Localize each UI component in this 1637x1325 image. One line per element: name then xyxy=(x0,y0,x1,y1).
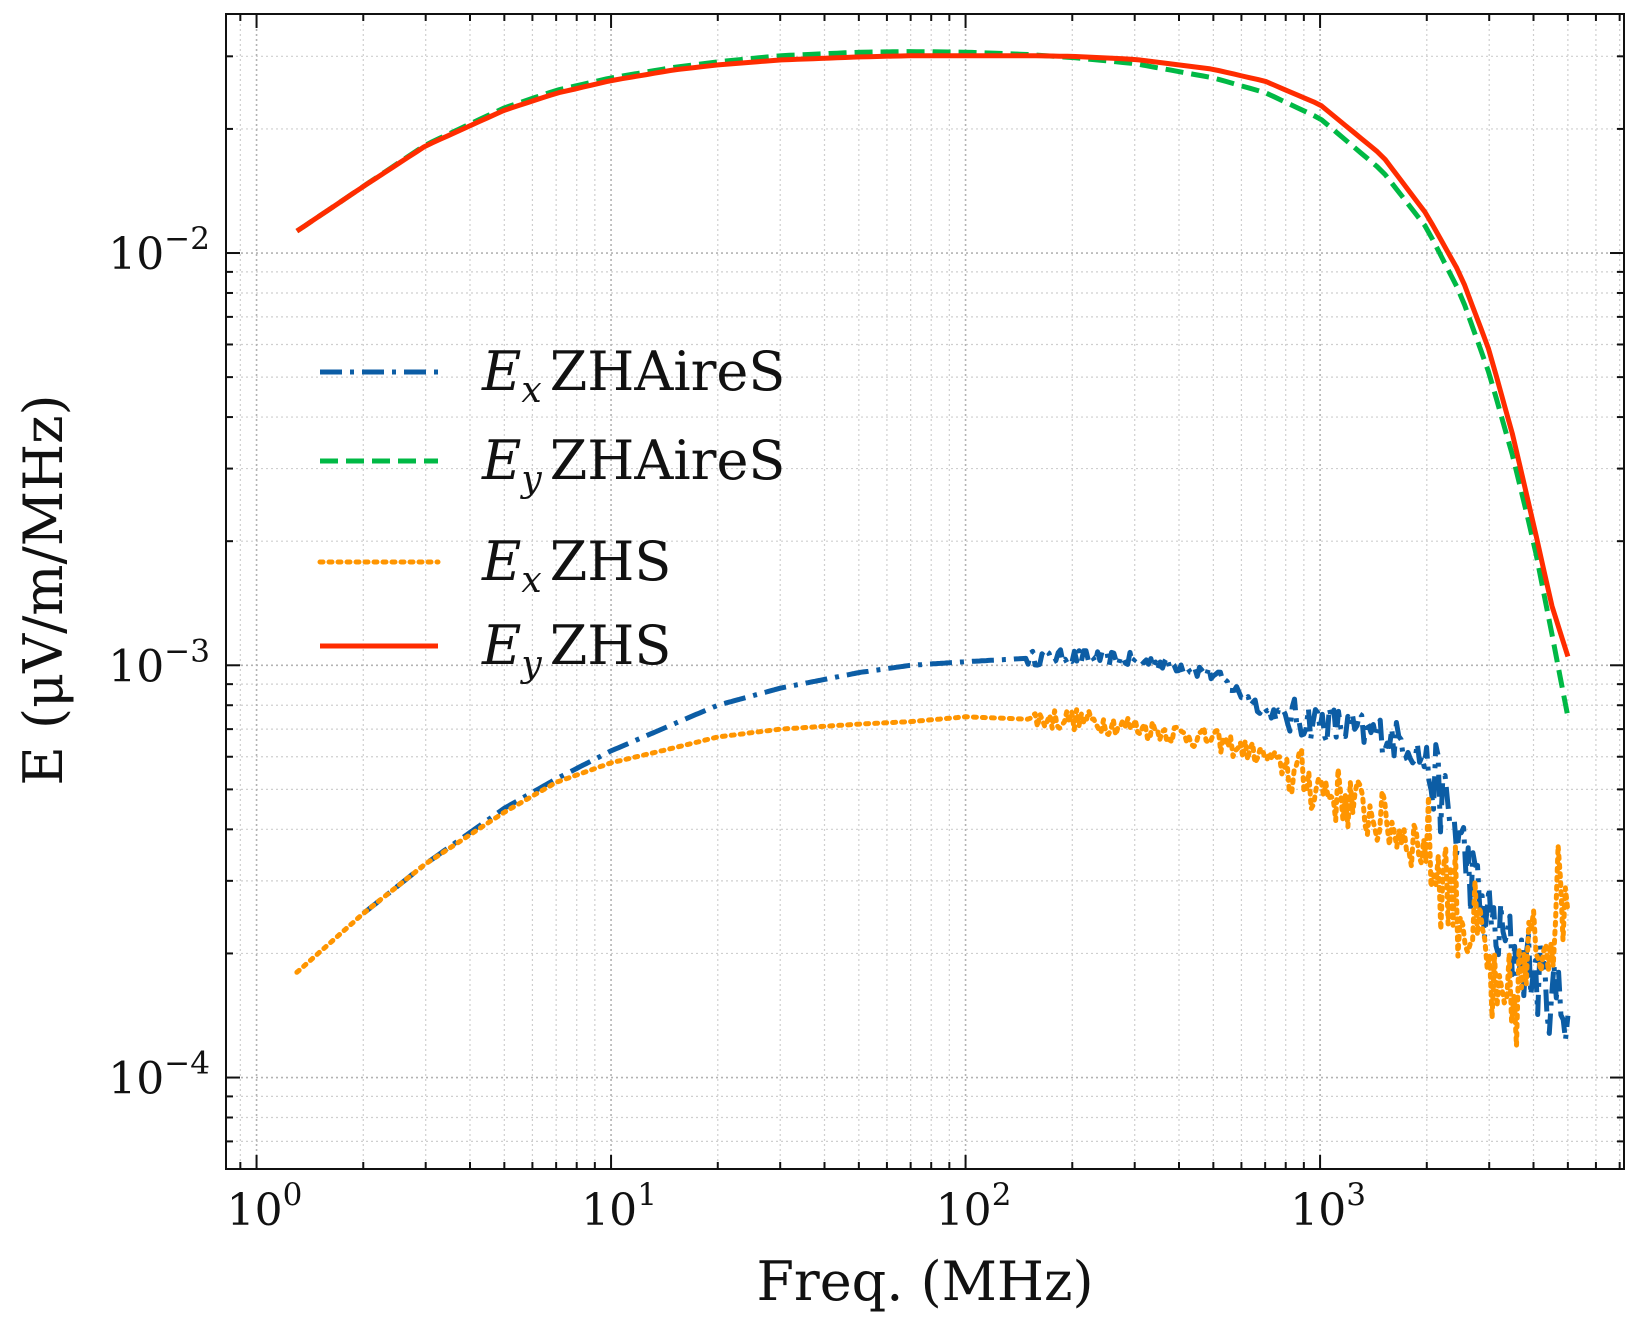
legend-label: Ey ZHAireS xyxy=(481,429,785,500)
legend: Ex ZHAireS Ey ZHAireS Ex ZHS Ey ZHS xyxy=(317,340,785,685)
axis-ticks xyxy=(226,14,1624,1170)
series-line-4 xyxy=(295,53,1571,658)
x-tick-label: 101 xyxy=(581,1177,657,1236)
series-layer xyxy=(294,49,1571,1049)
y-tick-label: 10−3 xyxy=(108,633,210,692)
tick-labels: 100 101 102 103 10−4 10−3 10−2 xyxy=(108,221,1366,1236)
plot-frame xyxy=(225,13,1625,1170)
minor-grid xyxy=(226,14,1624,1170)
x-axis-label: Freq. (MHz) xyxy=(756,1250,1093,1313)
y-tick-label: 10−2 xyxy=(108,221,210,280)
x-tick-label: 100 xyxy=(227,1177,303,1236)
legend-label: Ey ZHS xyxy=(481,614,671,685)
y-tick-label: 10−4 xyxy=(108,1046,210,1105)
series-line-3 xyxy=(294,707,1571,1049)
x-tick-label: 103 xyxy=(1290,1177,1366,1236)
legend-label: Ex ZHS xyxy=(481,530,671,601)
x-tick-label: 102 xyxy=(936,1177,1012,1236)
major-grid xyxy=(226,14,1624,1169)
y-axis-label: E (μV/m/MHz) xyxy=(12,394,75,785)
legend-label: Ex ZHAireS xyxy=(481,340,785,411)
